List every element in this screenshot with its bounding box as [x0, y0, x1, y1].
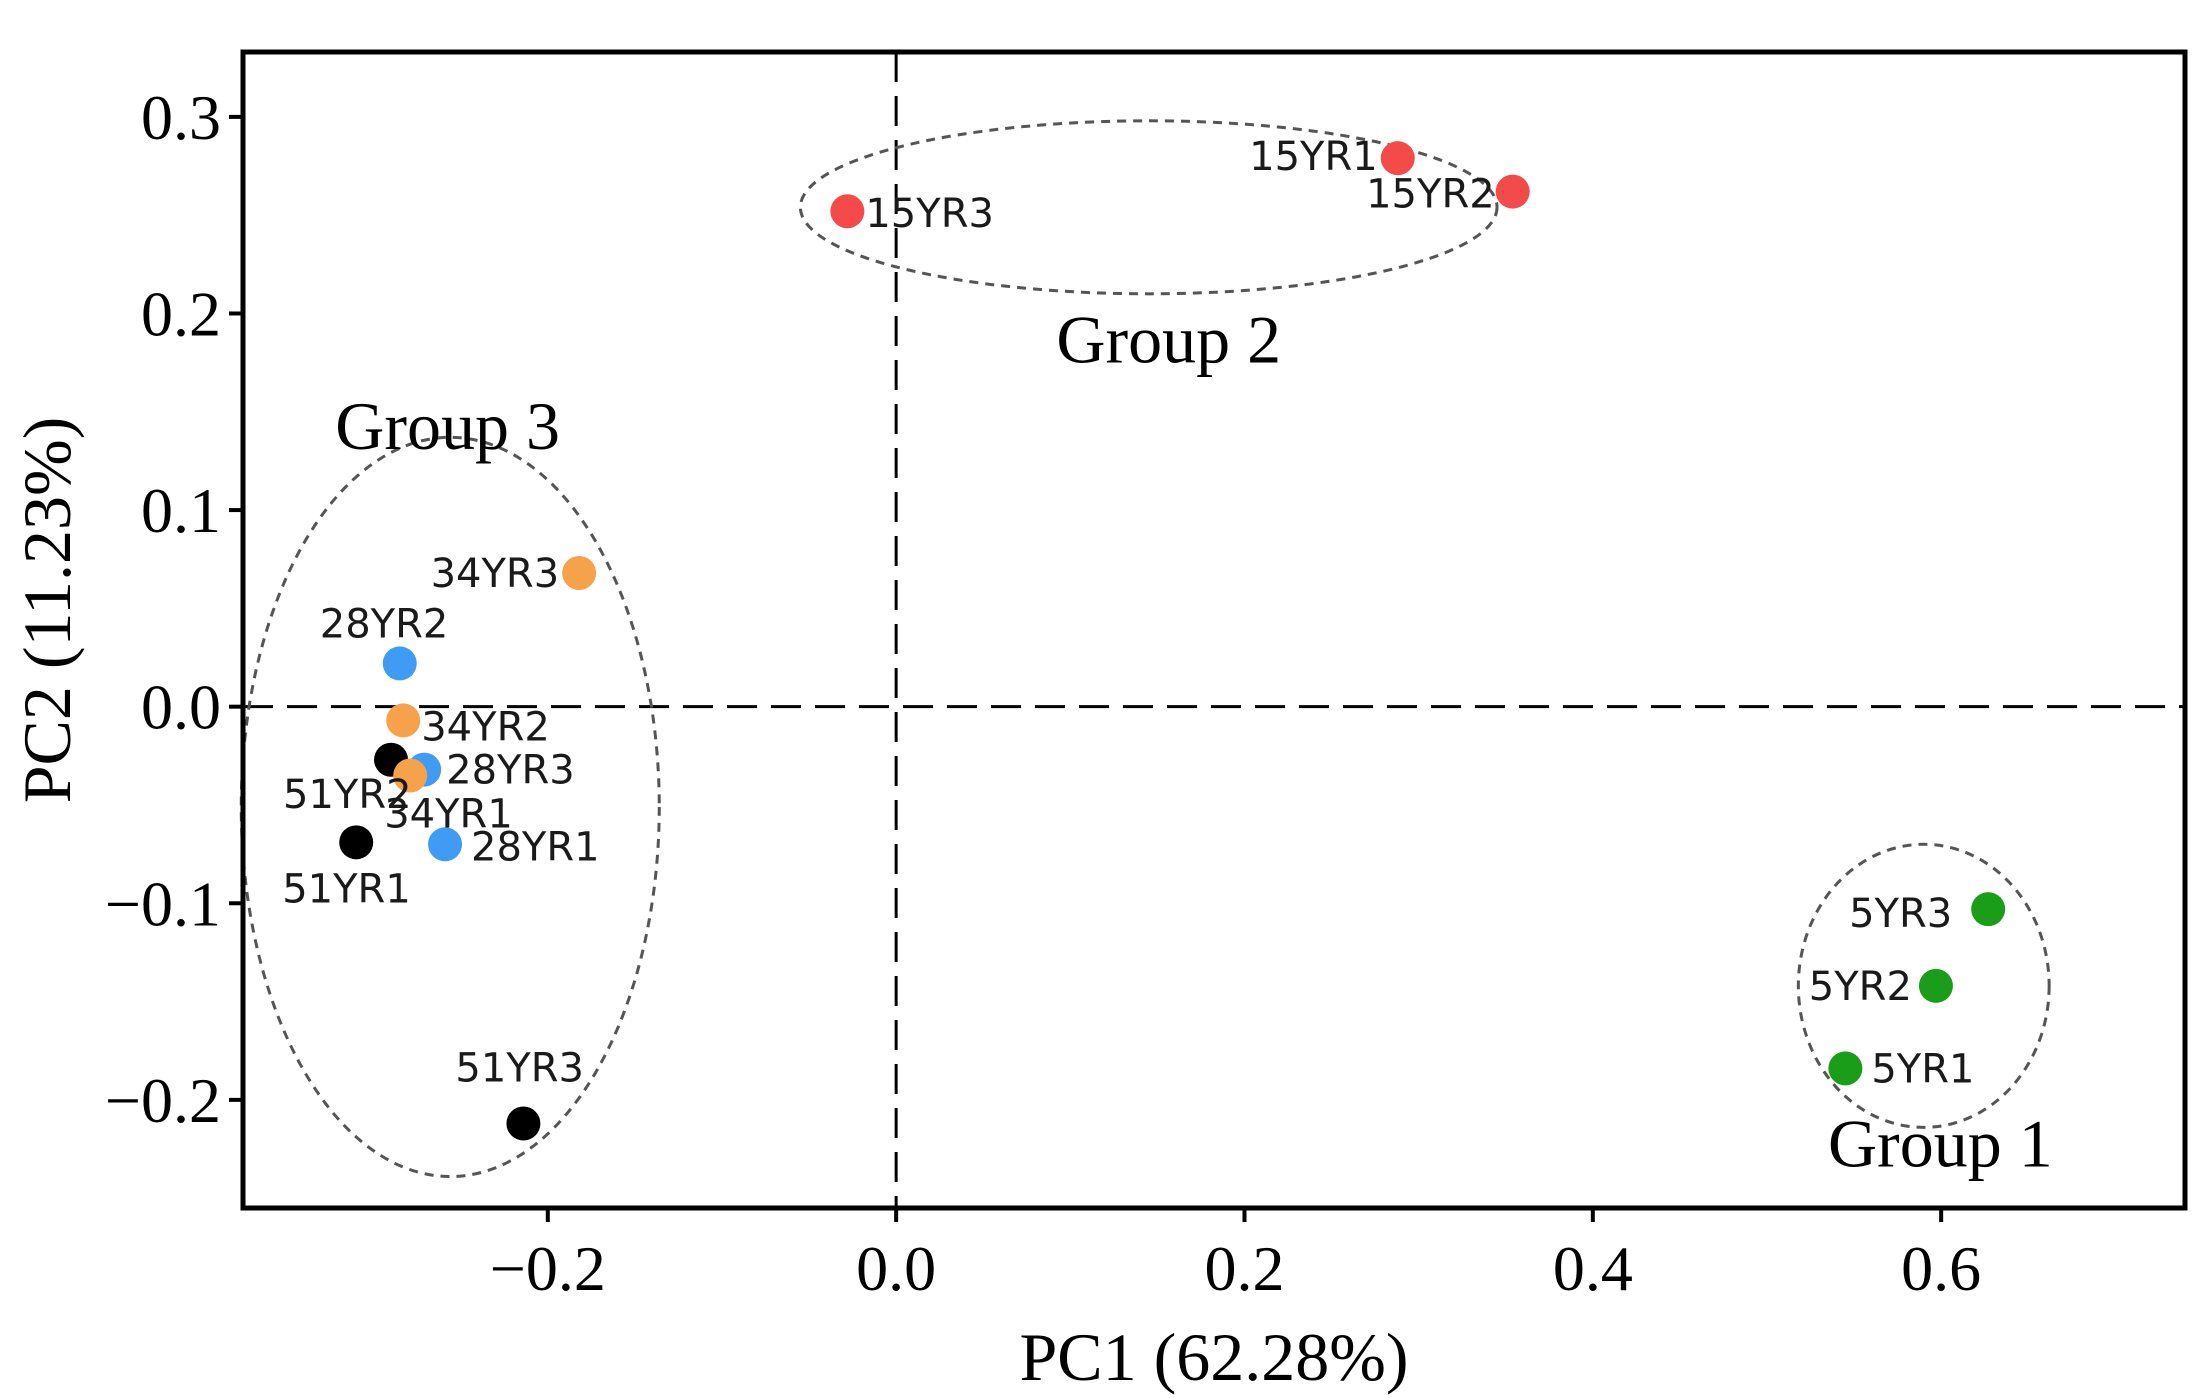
point-label-51yr2: 51YR2	[283, 772, 412, 818]
x-tick-label: 0.2	[1204, 1233, 1284, 1304]
point-15yr2	[1495, 174, 1530, 209]
point-label-15yr3: 15YR3	[865, 191, 994, 237]
point-5yr1	[1828, 1051, 1863, 1086]
y-tick-label: 0.1	[141, 475, 221, 546]
point-5yr2	[1918, 968, 1953, 1003]
point-label-51yr3: 51YR3	[455, 1045, 584, 1091]
point-label-28yr3: 28YR3	[446, 748, 575, 794]
point-label-28yr2: 28YR2	[320, 601, 449, 647]
group-ellipses	[239, 119, 2051, 1179]
x-tick-label: −0.2	[490, 1233, 606, 1304]
point-34yr1	[393, 758, 428, 793]
point-label-28yr1: 28YR1	[471, 824, 600, 870]
point-label-34yr2: 34YR2	[421, 704, 550, 750]
group-labels: Group 1 Group 2 Group 3	[335, 302, 2052, 1182]
point-34yr3	[562, 555, 597, 590]
point-34yr2	[386, 703, 421, 738]
group-ellipse-1	[1796, 842, 2051, 1129]
y-tick-label: −0.2	[105, 1065, 221, 1136]
point-5yr3	[1971, 892, 2006, 927]
point-28yr1	[428, 827, 463, 862]
x-tick-label: 0.0	[856, 1233, 936, 1304]
group-ellipse-2	[798, 119, 1499, 296]
group-label-3: Group 3	[335, 388, 560, 464]
x-axis-ticks: −0.2 0.0 0.2 0.4 0.6	[490, 1208, 1981, 1304]
point-28yr2	[382, 646, 417, 681]
point-51yr1	[339, 825, 374, 860]
point-label-15yr2: 15YR2	[1366, 172, 1495, 218]
y-axis-title: PC2 (11.23%)	[9, 417, 85, 804]
point-label-51yr1: 51YR1	[282, 866, 411, 912]
point-label-15yr1: 15YR1	[1249, 134, 1378, 180]
y-tick-label: 0.3	[141, 82, 221, 153]
reference-lines	[243, 52, 2185, 1208]
data-points	[339, 141, 2006, 1141]
y-axis-ticks: −0.2 −0.1 0.0 0.1 0.2 0.3	[105, 82, 243, 1136]
point-label-34yr1: 34YR1	[384, 791, 513, 837]
x-tick-label: 0.6	[1901, 1233, 1981, 1304]
group-label-2: Group 2	[1056, 302, 1281, 378]
y-tick-label: −0.1	[105, 868, 221, 939]
x-axis-title: PC1 (62.28%)	[1019, 1319, 1408, 1395]
point-label-34yr3: 34YR3	[431, 551, 560, 597]
point-15yr3	[830, 194, 865, 229]
point-label-5yr1: 5YR1	[1871, 1046, 1974, 1092]
point-15yr1	[1380, 141, 1415, 176]
x-tick-label: 0.4	[1553, 1233, 1633, 1304]
group-ellipse-3	[239, 435, 661, 1179]
y-tick-label: 0.2	[141, 278, 221, 349]
y-tick-label: 0.0	[141, 672, 221, 743]
group-label-1: Group 1	[1828, 1106, 2053, 1182]
plot-frame	[240, 49, 2188, 1211]
point-label-5yr3: 5YR3	[1849, 891, 1952, 937]
point-label-5yr2: 5YR2	[1809, 964, 1912, 1010]
point-51yr3	[506, 1106, 541, 1141]
